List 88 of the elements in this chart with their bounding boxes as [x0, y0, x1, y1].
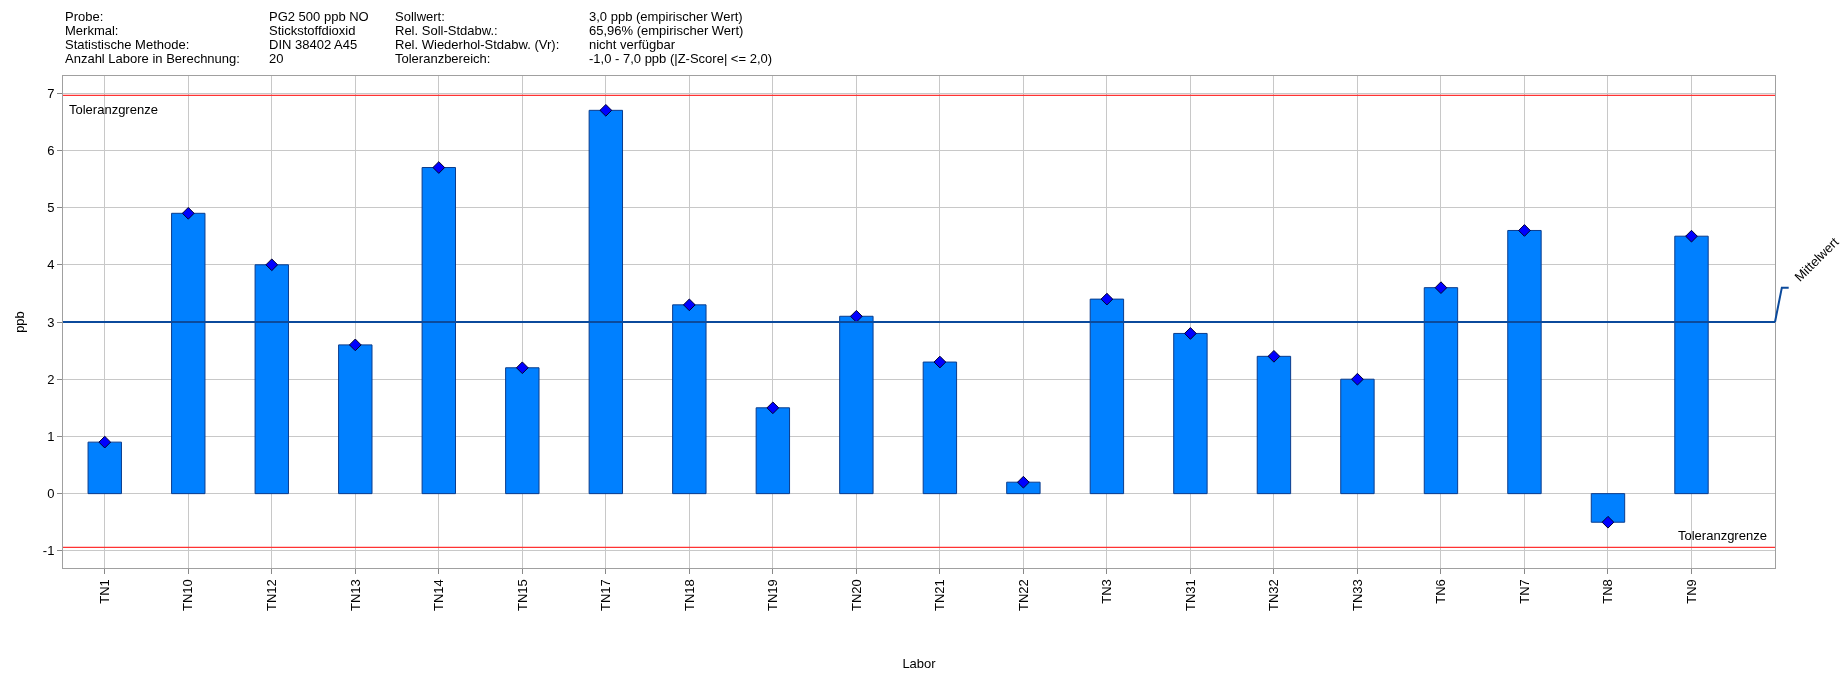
text: PG2 500 ppb NO: [269, 9, 369, 24]
bar: [1256, 355, 1292, 495]
point: [1267, 349, 1281, 363]
x-tick-label: TN10: [180, 579, 196, 611]
point: [515, 361, 529, 375]
text: Rel. Soll-Stdabw.:: [395, 23, 498, 38]
ref-line-label: Toleranzgrenze: [1678, 528, 1767, 543]
text: 3,0 ppb (empirischer Wert): [589, 9, 743, 24]
point: [1017, 475, 1030, 489]
point: [1685, 229, 1698, 243]
bar: [922, 361, 958, 495]
y-tick-label: 3: [47, 314, 55, 330]
y-tick-label: 7: [47, 85, 55, 101]
bar: [421, 167, 457, 495]
text: nicht verfügbar: [589, 37, 676, 52]
y-tick-label: 0: [47, 486, 55, 502]
point: [850, 309, 863, 323]
text: -1,0 - 7,0 ppb (|Z-Score| <= 2,0): [589, 51, 773, 66]
bar: [1089, 298, 1125, 495]
bar: [1423, 287, 1459, 495]
point: [1351, 372, 1364, 386]
y-tick-label: 4: [47, 257, 55, 273]
point: [432, 161, 446, 174]
x-tick-label: TN9: [1683, 579, 1699, 604]
x-tick-label: TN1: [96, 579, 112, 604]
bar: [1507, 229, 1542, 495]
x-tick-label: TN32: [1266, 579, 1282, 611]
text: 20: [269, 51, 284, 66]
x-axis-title: Labor: [902, 655, 937, 671]
point: [1434, 281, 1448, 295]
point: [98, 435, 112, 449]
point: [766, 401, 780, 415]
point: [1518, 224, 1531, 237]
x-tick-label: TN14: [431, 579, 447, 611]
x-tick-label: TN22: [1015, 579, 1031, 611]
point: [1184, 327, 1197, 340]
bar: [87, 441, 122, 495]
point: [1100, 292, 1114, 306]
bar: [254, 264, 289, 495]
x-tick-label: TN13: [347, 579, 363, 611]
bar: [171, 212, 206, 495]
bar: [1173, 332, 1208, 495]
bar: [1674, 235, 1709, 495]
text: Merkmal:: [65, 23, 119, 38]
text: DIN 38402 A45: [269, 37, 358, 52]
text: Sollwert:: [395, 9, 445, 24]
y-tick-label: 6: [47, 142, 55, 158]
x-tick-label: TN12: [264, 579, 280, 611]
bar: [755, 407, 791, 495]
x-tick-label: TN6: [1433, 579, 1449, 604]
point: [181, 206, 195, 220]
point: [933, 355, 947, 369]
x-tick-label: TN17: [598, 579, 614, 611]
x-tick-label: TN21: [932, 579, 948, 611]
y-tick-label: 2: [47, 371, 55, 387]
point: [1601, 515, 1615, 529]
x-tick-label: TN7: [1516, 579, 1532, 604]
bar: [338, 344, 373, 495]
x-tick-label: TN8: [1600, 579, 1616, 604]
bar: [839, 315, 874, 495]
point: [348, 338, 362, 352]
x-tick-label: TN31: [1182, 579, 1198, 611]
bar: [672, 304, 707, 495]
y-tick-label: -1: [42, 543, 55, 559]
bar: [588, 109, 624, 495]
point: [265, 258, 279, 272]
bar: [505, 367, 540, 495]
text: Probe:: [65, 9, 104, 24]
y-axis-title: ppb: [11, 311, 27, 333]
text: Statistische Methode:: [65, 37, 190, 52]
y-tick-label: 1: [47, 428, 55, 444]
text: Toleranzbereich:: [395, 51, 491, 66]
bar: [1590, 493, 1626, 523]
x-tick-label: TN20: [848, 579, 864, 611]
x-tick-label: TN3: [1099, 579, 1115, 604]
y-tick-label: 5: [47, 200, 55, 216]
bar: [1340, 378, 1375, 495]
x-tick-label: TN19: [765, 579, 781, 611]
point: [599, 103, 613, 117]
text: Anzahl Labore in Berechnung:: [65, 51, 240, 66]
text: Rel. Wiederhol-Stdabw. (Vr):: [395, 37, 560, 52]
x-tick-label: TN33: [1349, 579, 1365, 611]
ref-line-label: Toleranzgrenze: [69, 102, 158, 117]
point: [682, 298, 696, 312]
text: Stickstoffdioxid: [269, 23, 356, 38]
x-tick-label: TN18: [681, 579, 697, 611]
x-tick-label: TN15: [514, 579, 530, 611]
text: 65,96% (empirischer Wert): [589, 23, 744, 38]
